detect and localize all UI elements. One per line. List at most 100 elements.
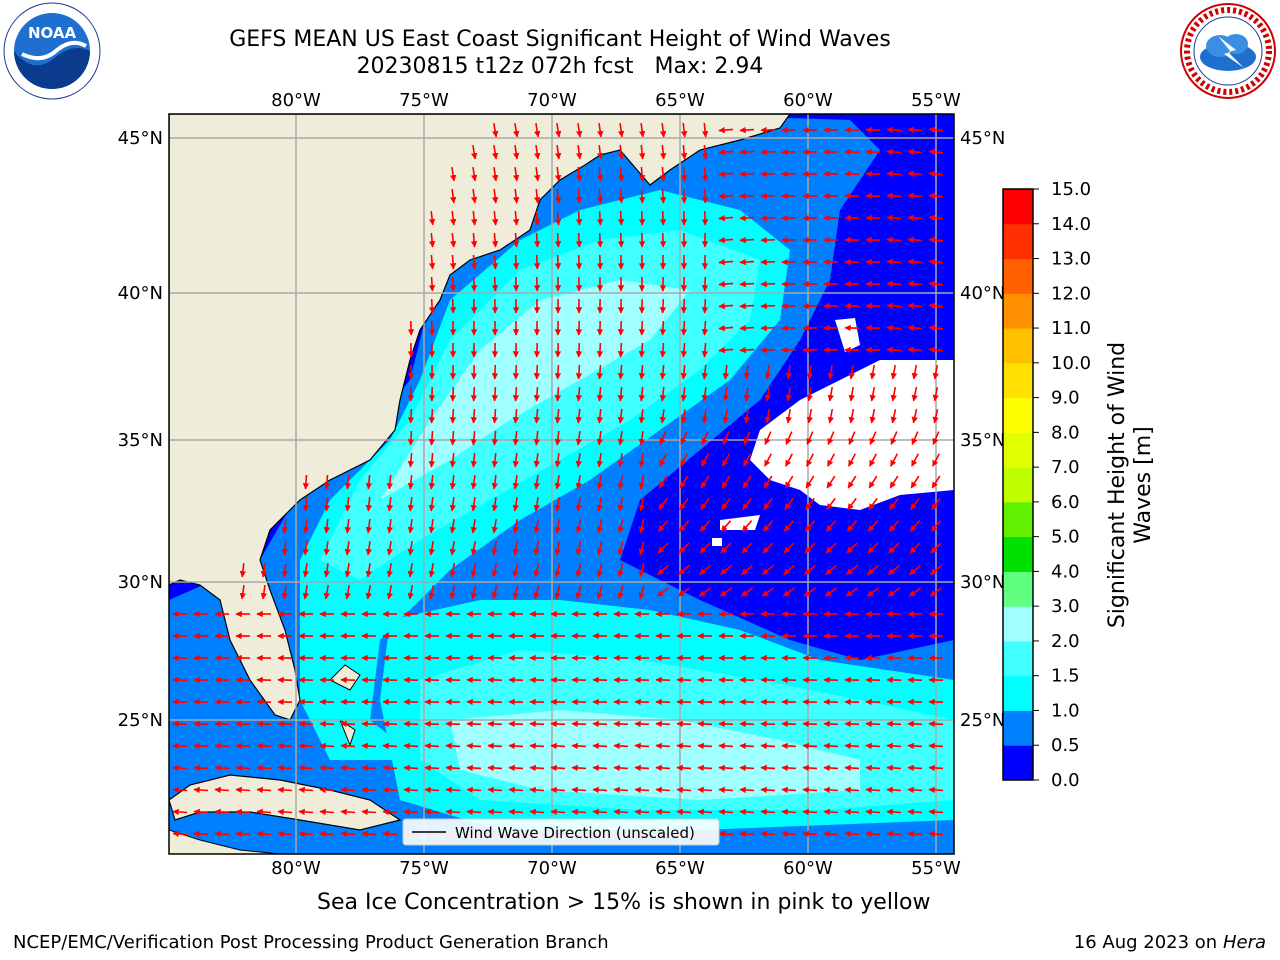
wave-arrow-icon bbox=[721, 497, 731, 511]
wave-arrow-icon bbox=[701, 188, 709, 204]
wave-arrow-icon bbox=[407, 430, 415, 446]
wave-arrow-icon bbox=[172, 720, 188, 728]
wave-arrow-icon bbox=[571, 808, 587, 816]
wave-arrow-icon bbox=[470, 474, 478, 490]
wave-arrow-icon bbox=[699, 542, 711, 554]
wave-arrow-icon bbox=[760, 786, 776, 794]
wave-arrow-icon bbox=[424, 720, 440, 728]
wave-arrow-icon bbox=[533, 188, 541, 204]
wave-arrow-icon bbox=[403, 808, 419, 816]
wave-arrow-icon bbox=[575, 474, 582, 490]
wave-arrow-icon bbox=[534, 144, 541, 160]
colorbar-swatch bbox=[1003, 640, 1033, 677]
wave-arrow-icon bbox=[554, 210, 562, 226]
wave-arrow-icon bbox=[718, 786, 734, 794]
wave-arrow-icon bbox=[886, 214, 902, 222]
wave-arrow-icon bbox=[763, 453, 773, 467]
wave-arrow-icon bbox=[340, 786, 356, 794]
colorbar-tick-label: 1.5 bbox=[1051, 666, 1080, 687]
wave-arrow-icon bbox=[554, 518, 561, 534]
lon-label: 60°W bbox=[783, 90, 833, 111]
wave-arrow-icon bbox=[407, 584, 414, 600]
wave-arrow-icon bbox=[764, 364, 772, 380]
wave-arrow-icon bbox=[319, 830, 335, 838]
wave-arrow-icon bbox=[719, 587, 733, 597]
wave-arrow-icon bbox=[907, 126, 923, 134]
wave-arrow-icon bbox=[658, 475, 668, 489]
wave-arrow-icon bbox=[760, 236, 776, 244]
wave-arrow-icon bbox=[740, 587, 754, 597]
wave-arrow-icon bbox=[823, 720, 839, 728]
wave-arrow-icon bbox=[638, 386, 646, 402]
wave-arrow-icon bbox=[698, 587, 712, 597]
wave-arrow-icon bbox=[826, 453, 836, 467]
wave-arrow-icon bbox=[471, 144, 478, 160]
wave-arrow-icon bbox=[739, 214, 755, 222]
wave-arrow-icon bbox=[739, 324, 755, 332]
wave-arrow-icon bbox=[592, 808, 608, 816]
wave-arrow-icon bbox=[907, 148, 923, 156]
wave-arrow-icon bbox=[554, 232, 562, 248]
wave-arrow-icon bbox=[760, 214, 776, 222]
wave-arrow-icon bbox=[848, 386, 855, 402]
wave-arrow-icon bbox=[428, 452, 436, 468]
wave-arrow-icon bbox=[508, 742, 524, 750]
wave-arrow-icon bbox=[680, 431, 688, 445]
wave-arrow-icon bbox=[827, 431, 835, 445]
wave-arrow-icon bbox=[382, 830, 398, 838]
wave-arrow-icon bbox=[449, 474, 457, 490]
wave-arrow-icon bbox=[928, 302, 944, 310]
wave-arrow-icon bbox=[638, 408, 646, 424]
wave-arrow-icon bbox=[741, 542, 753, 554]
wave-arrow-icon bbox=[827, 408, 834, 424]
wave-arrow-icon bbox=[592, 720, 608, 728]
wave-arrow-icon bbox=[680, 387, 688, 402]
lat-label: 30°N bbox=[960, 572, 1005, 593]
wave-arrow-icon bbox=[721, 475, 731, 489]
wave-arrow-icon bbox=[361, 830, 377, 838]
lon-label: 70°W bbox=[527, 90, 577, 111]
wave-arrow-icon bbox=[491, 408, 499, 424]
wave-arrow-icon bbox=[571, 786, 587, 794]
wave-arrow-icon bbox=[907, 786, 923, 794]
wave-arrow-icon bbox=[718, 214, 734, 222]
wave-arrow-icon bbox=[512, 386, 520, 402]
colorbar-tick-label: 0.0 bbox=[1051, 770, 1080, 791]
wave-arrow-icon bbox=[721, 453, 731, 467]
wave-arrow-icon bbox=[760, 346, 776, 354]
wave-arrow-icon bbox=[445, 808, 461, 816]
wave-arrow-icon bbox=[256, 742, 272, 750]
footer-branch: NCEP/EMC/Verification Post Processing Pr… bbox=[13, 932, 609, 953]
wave-direction-arrows bbox=[172, 122, 944, 838]
wave-arrow-icon bbox=[407, 562, 414, 578]
wave-arrow-icon bbox=[617, 122, 625, 138]
wave-arrow-icon bbox=[659, 298, 667, 314]
wave-arrow-icon bbox=[928, 324, 944, 332]
wave-arrow-icon bbox=[886, 786, 902, 794]
wave-arrow-icon bbox=[680, 166, 688, 182]
wave-arrow-icon bbox=[928, 148, 944, 156]
wave-arrow-icon bbox=[823, 742, 839, 750]
wave-arrow-icon bbox=[823, 786, 839, 794]
wave-arrow-icon bbox=[867, 542, 879, 554]
wave-arrow-icon bbox=[907, 808, 923, 816]
wave-arrow-icon bbox=[471, 166, 478, 182]
lat-label: 45°N bbox=[960, 128, 1005, 149]
wave-arrow-icon bbox=[802, 742, 818, 750]
wave-arrow-icon bbox=[596, 474, 603, 490]
wave-arrow-icon bbox=[805, 453, 815, 467]
wave-arrow-icon bbox=[491, 452, 499, 468]
wave-arrow-icon bbox=[803, 587, 817, 597]
wave-arrow-icon bbox=[596, 452, 603, 468]
wave-arrow-icon bbox=[613, 764, 629, 772]
wave-arrow-icon bbox=[634, 720, 650, 728]
wave-arrow-icon bbox=[722, 364, 730, 380]
lat-labels-right: 45°N 40°N 35°N 30°N 25°N bbox=[960, 128, 1005, 731]
wave-arrow-icon bbox=[680, 364, 688, 380]
wave-arrow-icon bbox=[742, 497, 752, 511]
wave-arrow-icon bbox=[617, 166, 625, 182]
wave-arrow-icon bbox=[533, 430, 541, 446]
wave-arrow-icon bbox=[386, 540, 393, 556]
wave-arrow-icon bbox=[739, 148, 755, 156]
wave-arrow-icon bbox=[718, 830, 734, 838]
